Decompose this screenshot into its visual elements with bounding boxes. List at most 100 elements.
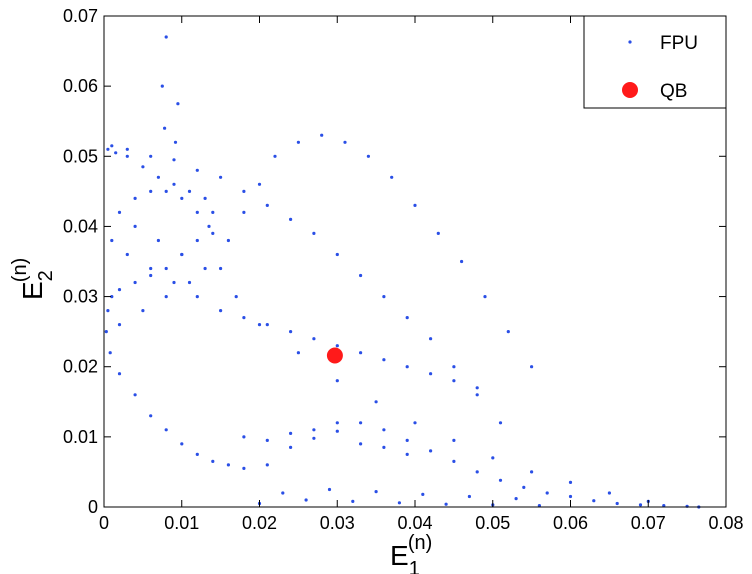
fpu-point bbox=[242, 316, 246, 320]
fpu-point bbox=[429, 449, 433, 453]
fpu-point bbox=[149, 266, 153, 271]
fpu-point bbox=[219, 309, 223, 313]
fpu-point bbox=[343, 140, 347, 144]
legend-fpu-marker bbox=[628, 40, 632, 44]
fpu-point bbox=[164, 266, 168, 271]
fpu-point bbox=[242, 466, 246, 470]
fpu-point bbox=[149, 273, 153, 278]
fpu-point bbox=[114, 151, 118, 155]
fpu-point bbox=[312, 231, 316, 235]
legend: FPU QB bbox=[583, 15, 727, 109]
fpu-point bbox=[106, 309, 110, 313]
fpu-point bbox=[335, 429, 339, 433]
fpu-point bbox=[421, 492, 425, 496]
fpu-point bbox=[289, 445, 293, 449]
fpu-point bbox=[498, 421, 503, 425]
fpu-point bbox=[467, 494, 471, 499]
fpu-point bbox=[242, 189, 246, 193]
fpu-point bbox=[195, 452, 199, 456]
fpu-point bbox=[257, 182, 262, 186]
y-tick-label: 0.02 bbox=[63, 357, 98, 377]
x-tick-label: 0.05 bbox=[475, 513, 510, 533]
fpu-point bbox=[522, 485, 526, 489]
fpu-point bbox=[382, 295, 386, 299]
fpu-point bbox=[149, 414, 153, 418]
fpu-point bbox=[219, 266, 223, 271]
fpu-point bbox=[257, 323, 262, 327]
fpu-point bbox=[180, 252, 184, 257]
y-axis-label: E2 (n) bbox=[9, 258, 57, 300]
fpu-point bbox=[133, 224, 137, 228]
fpu-point bbox=[312, 337, 316, 341]
y-tick-label: 0.05 bbox=[63, 146, 98, 166]
legend-fpu-label: FPU bbox=[660, 33, 698, 54]
fpu-point bbox=[413, 421, 417, 425]
fpu-point bbox=[289, 431, 293, 435]
fpu-point bbox=[382, 445, 386, 449]
fpu-point bbox=[452, 438, 456, 442]
fpu-point bbox=[475, 386, 479, 390]
legend-qb-label: QB bbox=[660, 81, 687, 102]
fpu-point bbox=[537, 504, 542, 508]
fpu-point bbox=[413, 203, 417, 207]
x-tick-label: 0.02 bbox=[242, 513, 277, 533]
fpu-point bbox=[149, 154, 153, 158]
fpu-point bbox=[117, 210, 122, 214]
fpu-point bbox=[195, 168, 199, 172]
fpu-point bbox=[117, 323, 122, 327]
qb-point bbox=[326, 347, 343, 364]
fpu-point bbox=[530, 365, 534, 369]
fpu-point bbox=[568, 494, 573, 499]
y-tick-label: 0.04 bbox=[63, 216, 98, 236]
fpu-point bbox=[203, 196, 207, 200]
fpu-point bbox=[242, 435, 246, 439]
fpu-point bbox=[125, 147, 129, 151]
fpu-point bbox=[475, 393, 479, 397]
fpu-point bbox=[164, 189, 168, 193]
fpu-point bbox=[172, 158, 176, 162]
fpu-point bbox=[172, 182, 176, 186]
fpu-point bbox=[304, 498, 308, 502]
fpu-point bbox=[514, 497, 518, 501]
fpu-point bbox=[452, 379, 456, 383]
fpu-point bbox=[327, 487, 332, 492]
fpu-point bbox=[592, 499, 596, 503]
y-tick-label: 0.01 bbox=[63, 427, 98, 447]
fpu-point bbox=[187, 280, 192, 285]
fpu-point bbox=[265, 323, 269, 327]
fpu-point bbox=[110, 238, 114, 243]
fpu-point bbox=[335, 421, 339, 425]
legend-qb-marker bbox=[622, 82, 638, 98]
fpu-point bbox=[104, 330, 108, 334]
fpu-point bbox=[125, 252, 129, 257]
x-tick-label: 0.01 bbox=[164, 513, 199, 533]
fpu-point bbox=[133, 196, 137, 200]
y-axis-label-sub: 2 bbox=[35, 270, 57, 281]
fpu-point bbox=[156, 238, 160, 243]
fpu-point bbox=[207, 224, 211, 228]
y-tick-label: 0 bbox=[88, 497, 98, 517]
fpu-point bbox=[405, 452, 409, 456]
fpu-point bbox=[125, 154, 129, 158]
fpu-point bbox=[164, 35, 168, 39]
fpu-point bbox=[110, 295, 114, 299]
fpu-point bbox=[312, 428, 316, 432]
fpu-point bbox=[110, 144, 114, 148]
fpu-point bbox=[296, 351, 300, 355]
fpu-point bbox=[351, 499, 355, 503]
fpu-point bbox=[281, 491, 285, 495]
fpu-point bbox=[289, 330, 293, 334]
fpu-point bbox=[460, 259, 464, 264]
legend-box bbox=[583, 15, 727, 109]
fpu-point bbox=[195, 238, 199, 243]
fpu-point bbox=[444, 502, 448, 506]
fpu-point bbox=[117, 288, 122, 292]
x-axis-label: E1 (n) bbox=[390, 532, 432, 574]
fpu-point bbox=[638, 503, 643, 507]
fpu-point bbox=[160, 84, 164, 88]
fpu-point bbox=[219, 175, 223, 179]
y-tick-label: 0.03 bbox=[63, 287, 98, 307]
x-axis-label-sup: (n) bbox=[408, 532, 432, 554]
axis-ticks bbox=[103, 15, 727, 508]
